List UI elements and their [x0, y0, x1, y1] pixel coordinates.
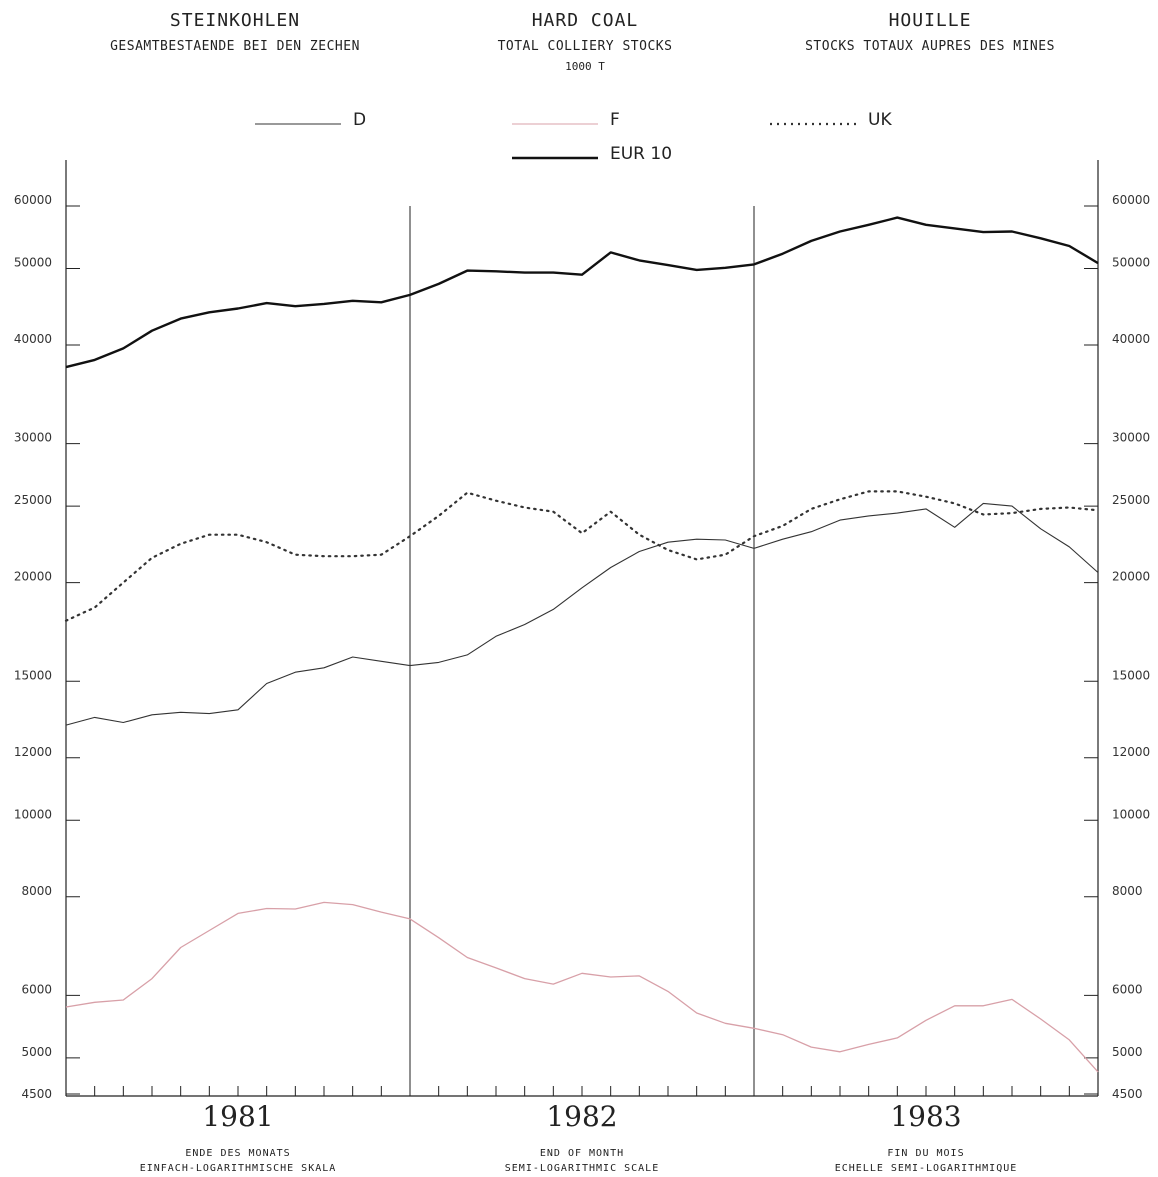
series-line-eur10 [65, 216, 1099, 369]
y-tick-label-right: 15000 [1112, 668, 1150, 682]
y-tick-label-left: 25000 [14, 493, 52, 507]
y-tick-label-right: 25000 [1112, 493, 1150, 507]
unit-label: 1000 T [565, 60, 605, 73]
legend-label: UK [868, 110, 892, 130]
legend-item: EUR 10 [512, 144, 692, 166]
legend-label: EUR 10 [610, 144, 673, 164]
footnote: FIN DU MOIS ECHELLE SEMI-LOGARITHMIQUE [766, 1146, 1086, 1176]
y-tick-label-right: 50000 [1112, 256, 1150, 270]
chart-title: HOUILLE [888, 10, 972, 31]
y-tick-label-right: 20000 [1112, 570, 1150, 584]
y-tick-label-right: 40000 [1112, 332, 1150, 346]
chart-title: STEINKOHLEN [169, 10, 301, 31]
chart-title: HARD COAL [531, 10, 639, 31]
chart-subtitle: TOTAL COLLIERY STOCKS [497, 39, 673, 54]
legend-swatch [512, 156, 598, 160]
footnote-line: FIN DU MOIS [887, 1148, 965, 1159]
footnote-line: ENDE DES MONATS [185, 1148, 291, 1159]
y-tick-label-left: 6000 [21, 982, 52, 996]
footnote-line: END OF MONTH [539, 1148, 625, 1159]
y-tick-label-left: 15000 [14, 668, 52, 682]
legend-swatch [770, 122, 856, 126]
footnote-line: EINFACH-LOGARITHMISCHE SKALA [139, 1163, 337, 1174]
y-tick-label-right: 5000 [1112, 1045, 1143, 1059]
footnote-line: SEMI-LOGARITHMIC SCALE [504, 1163, 660, 1174]
y-tick-label-right: 10000 [1112, 807, 1150, 821]
legend-swatch [255, 123, 341, 125]
y-tick-label-left: 12000 [14, 745, 52, 759]
y-tick-label-left: 30000 [14, 431, 52, 445]
year-label: 1982 [546, 1100, 618, 1133]
series-line-uk [64, 490, 1100, 622]
legend-label: D [353, 110, 367, 130]
legend-item: D [255, 110, 435, 132]
y-tick-label-right: 8000 [1112, 884, 1143, 898]
footnote-line: ECHELLE SEMI-LOGARITHMIQUE [834, 1163, 1018, 1174]
legend-swatch [512, 123, 598, 125]
y-tick-label-right: 30000 [1112, 431, 1150, 445]
title-block: HARD COAL TOTAL COLLIERY STOCKS 1000 T [395, 10, 775, 73]
y-tick-label-left: 20000 [14, 570, 52, 584]
y-tick-label-left: 50000 [14, 256, 52, 270]
title-block: STEINKOHLEN GESAMTBESTAENDE BEI DEN ZECHE… [45, 10, 425, 54]
y-tick-label-left: 4500 [21, 1087, 52, 1101]
y-tick-label-left: 40000 [14, 332, 52, 346]
y-tick-label-left: 8000 [21, 884, 52, 898]
series-line-f [65, 901, 1099, 1073]
series-line-d [65, 502, 1099, 726]
year-label: 1983 [890, 1100, 962, 1133]
title-block: HOUILLE STOCKS TOTAUX AUPRES DES MINES [740, 10, 1120, 54]
y-tick-label-left: 5000 [21, 1045, 52, 1059]
chart-subtitle: GESAMTBESTAENDE BEI DEN ZECHEN [110, 39, 360, 54]
footnote: END OF MONTH SEMI-LOGARITHMIC SCALE [422, 1146, 742, 1176]
y-tick-label-right: 4500 [1112, 1087, 1143, 1101]
y-tick-label-left: 60000 [14, 193, 52, 207]
y-tick-label-right: 6000 [1112, 982, 1143, 996]
legend-item: UK [770, 110, 950, 132]
chart-subtitle: STOCKS TOTAUX AUPRES DES MINES [805, 39, 1055, 54]
y-tick-label-left: 10000 [14, 807, 52, 821]
footnote: ENDE DES MONATS EINFACH-LOGARITHMISCHE SK… [78, 1146, 398, 1176]
legend-item: F [512, 110, 692, 132]
y-tick-label-right: 60000 [1112, 193, 1150, 207]
y-tick-label-right: 12000 [1112, 745, 1150, 759]
year-label: 1981 [202, 1100, 274, 1133]
legend-label: F [610, 110, 620, 130]
